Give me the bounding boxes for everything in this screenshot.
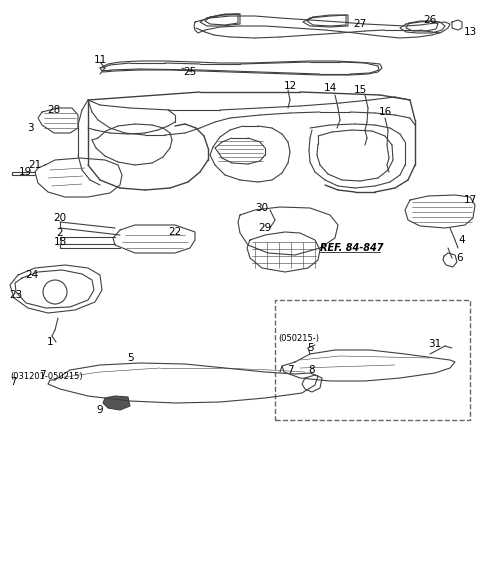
Text: 31: 31: [428, 339, 442, 349]
Text: REF. 84-847: REF. 84-847: [320, 243, 384, 253]
Polygon shape: [103, 396, 130, 410]
Text: 5: 5: [307, 343, 313, 353]
Text: 16: 16: [378, 107, 392, 117]
Text: 7: 7: [287, 365, 293, 375]
Text: 23: 23: [10, 290, 23, 300]
Text: 18: 18: [53, 237, 67, 247]
Text: 17: 17: [463, 195, 477, 205]
Text: 29: 29: [258, 223, 272, 233]
Text: 24: 24: [25, 270, 38, 280]
Text: (031201-050215): (031201-050215): [10, 371, 83, 381]
Text: 7: 7: [39, 370, 45, 380]
Text: 3: 3: [27, 123, 33, 133]
Text: 6: 6: [456, 253, 463, 263]
Text: 25: 25: [183, 67, 197, 77]
Text: 13: 13: [463, 27, 477, 37]
Text: 26: 26: [423, 15, 437, 25]
Text: 27: 27: [353, 19, 367, 29]
Text: 28: 28: [48, 105, 60, 115]
Text: 11: 11: [94, 55, 107, 65]
Text: 21: 21: [28, 160, 42, 170]
Text: 19: 19: [18, 167, 32, 177]
Text: 30: 30: [255, 203, 269, 213]
Text: 9: 9: [96, 405, 103, 415]
Text: 20: 20: [53, 213, 67, 223]
Text: 15: 15: [353, 85, 367, 95]
Text: 1: 1: [47, 337, 53, 347]
Text: 2: 2: [57, 228, 63, 238]
Text: 12: 12: [283, 81, 297, 91]
Text: 4: 4: [459, 235, 465, 245]
Bar: [275, 300, 470, 420]
Text: 22: 22: [168, 227, 181, 237]
Text: 14: 14: [324, 83, 336, 93]
Text: 8: 8: [309, 365, 315, 375]
Text: (050215-): (050215-): [278, 333, 319, 342]
Text: 5: 5: [127, 353, 133, 363]
Text: 7: 7: [10, 377, 16, 387]
